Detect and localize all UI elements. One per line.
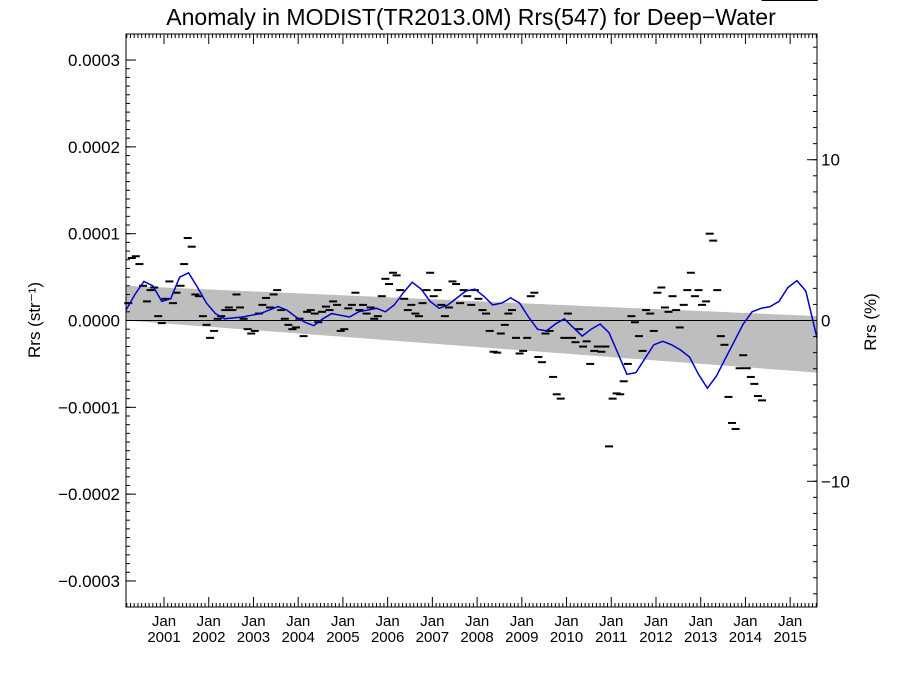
x-year-label: 2009 xyxy=(505,629,538,646)
x-year-label: 2002 xyxy=(192,629,225,646)
x-month-label: Jan xyxy=(420,613,444,630)
x-year-label: 2001 xyxy=(147,629,180,646)
plot-area: 0.0003 0.0002 0.0001 0.0000 −0.0001 −0.0002 −0… xyxy=(58,0,850,646)
x-month-label: Jan xyxy=(554,613,578,630)
x-year-label: 2006 xyxy=(371,629,404,646)
x-month-label: Jan xyxy=(644,613,668,630)
x-year-label: 2013 xyxy=(684,629,717,646)
x-month-label: Jan xyxy=(241,613,265,630)
y-tick-label: 0.0002 xyxy=(68,138,120,157)
right-tick-label: 10 xyxy=(821,151,840,170)
x-month-label: Jan xyxy=(733,613,757,630)
y-tick-label: −0.0003 xyxy=(58,572,120,591)
x-month-label: Jan xyxy=(286,613,310,630)
x-year-label: 2003 xyxy=(237,629,270,646)
x-year-label: 2011 xyxy=(595,629,627,646)
x-month-label: Jan xyxy=(599,613,623,630)
smoothed-series-line xyxy=(125,271,818,390)
y-tick-label: −0.0001 xyxy=(58,398,120,417)
x-month-label: Jan xyxy=(465,613,489,630)
x-year-label: 2008 xyxy=(460,629,493,646)
x-year-label: 2012 xyxy=(639,629,672,646)
x-month-label: Jan xyxy=(376,613,400,630)
x-month-label: Jan xyxy=(778,613,802,630)
x-year-label: 2004 xyxy=(282,629,315,646)
y-tick-label: 0.0001 xyxy=(68,225,120,244)
y-axis-label-left: Rrs (str⁻¹) xyxy=(25,282,44,358)
x-month-label: Jan xyxy=(331,613,355,630)
x-month-label: Jan xyxy=(689,613,713,630)
right-tick-label: 0 xyxy=(821,312,830,331)
x-month-label: Jan xyxy=(510,613,534,630)
x-month-label: Jan xyxy=(197,613,221,630)
y-tick-label: 0.0003 xyxy=(68,51,120,70)
x-year-label: 2014 xyxy=(729,629,762,646)
uncertainty-band xyxy=(126,285,817,373)
y-axis-label-right: Rrs (%) xyxy=(861,293,880,351)
x-year-label: 2015 xyxy=(773,629,806,646)
x-month-label: Jan xyxy=(152,613,176,630)
x-year-label: 2005 xyxy=(326,629,359,646)
y-tick-label: −0.0002 xyxy=(58,485,120,504)
y-tick-label: 0.0000 xyxy=(68,312,120,331)
x-year-label: 2007 xyxy=(416,629,449,646)
right-tick-label: −10 xyxy=(821,472,850,491)
x-year-label: 2010 xyxy=(550,629,583,646)
chart-title: Anomaly in MODIST(TR2013.0M) Rrs(547) fo… xyxy=(166,4,776,30)
